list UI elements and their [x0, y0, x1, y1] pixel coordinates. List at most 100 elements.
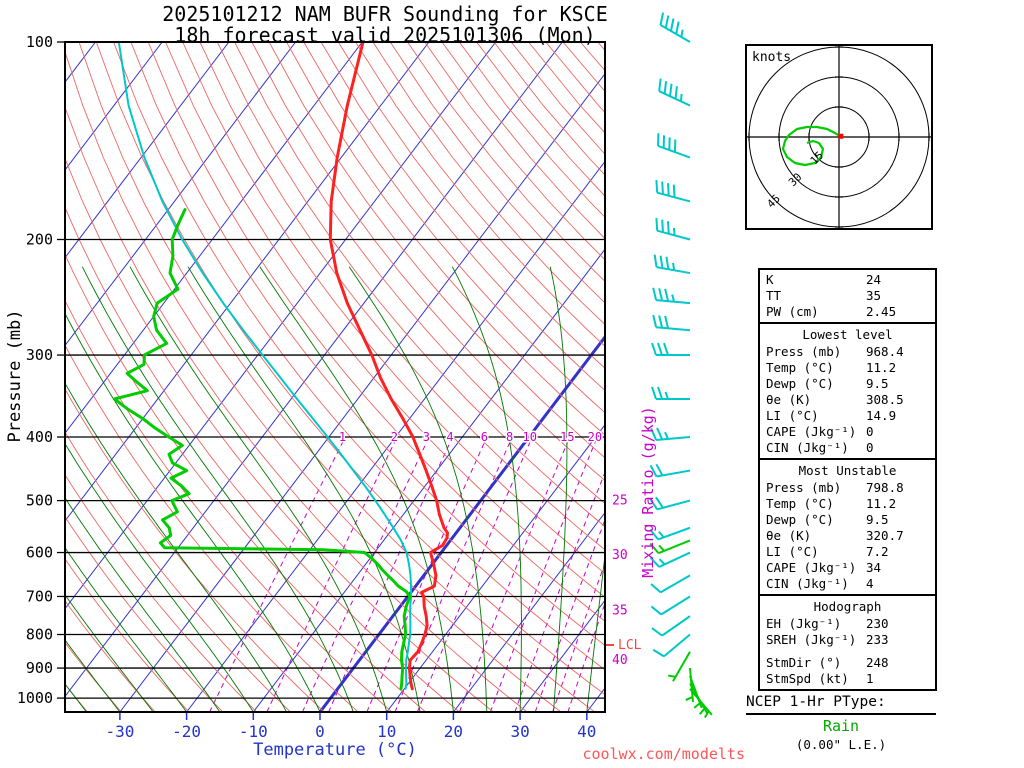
- temperature-tick-label: -20: [172, 722, 201, 741]
- stats-panel: K 24 TT 35 PW (cm) 2.45 Lowest level Press (mb)…: [758, 268, 937, 691]
- stat-label: Dewp (°C): [766, 376, 834, 391]
- stat-value: 9.5: [866, 512, 889, 527]
- svg-text:3: 3: [423, 430, 430, 444]
- wetbulb-curve: [117, 42, 413, 690]
- stat-label: PW (cm): [766, 304, 819, 319]
- wind-barb: [657, 133, 691, 159]
- stat-value: 35: [866, 288, 882, 303]
- stat-row: θe (K) 320.7: [760, 528, 935, 544]
- stat-label: Press (mb): [766, 480, 842, 495]
- wind-barb: [655, 179, 691, 203]
- wind-barb: [649, 539, 691, 555]
- svg-text:35: 35: [612, 603, 628, 618]
- stat-value: 798.8: [866, 480, 904, 495]
- stats-section-header: Lowest level: [802, 327, 893, 342]
- wind-barb: [659, 12, 691, 43]
- stat-value: 9.5: [866, 376, 889, 391]
- stat-row: Dewp (°C) 9.5: [760, 512, 935, 528]
- stat-row: SREH (Jkg⁻¹) 233: [760, 632, 935, 648]
- stat-value: 4: [866, 576, 874, 591]
- stat-label: Press (mb): [766, 344, 842, 359]
- stat-label: LI (°C): [766, 544, 819, 559]
- stat-value: 233: [866, 632, 889, 647]
- stat-row: Press (mb) 798.8: [760, 480, 935, 496]
- stat-value: 320.7: [866, 528, 904, 543]
- temperature-tick-label: 10: [377, 722, 396, 741]
- stat-value: 0: [866, 440, 874, 455]
- wind-barb: [650, 595, 691, 616]
- stat-label: CIN (Jkg⁻¹): [766, 576, 849, 591]
- skewt-background: [65, 42, 605, 712]
- stat-row: θe (K) 308.5: [760, 392, 935, 408]
- storm-motion-marker: [838, 133, 844, 139]
- pressure-axis-label: Pressure (mb): [5, 309, 25, 443]
- isotherm-lines: [65, 42, 605, 712]
- wind-barb: [655, 218, 691, 241]
- pressure-tick-label: 900: [26, 659, 53, 677]
- watermark-text: coolwx.com/modelts: [582, 745, 745, 763]
- stat-value: 7.2: [866, 544, 889, 559]
- ptype-value: Rain: [822, 717, 860, 735]
- dry-adiabat-lines: [65, 42, 605, 712]
- stats-section: Hodograph EH (Jkg⁻¹) 230 SREH (Jkg⁻¹) 233 Stm…: [760, 594, 935, 689]
- pressure-tick-label: 400: [26, 428, 53, 446]
- wind-barb: [649, 496, 691, 511]
- svg-text:15: 15: [560, 430, 574, 444]
- stats-section-header: Most Unstable: [798, 463, 897, 478]
- wind-barb: [653, 254, 691, 275]
- temperature-tick-label: -10: [239, 722, 268, 741]
- stat-row: StmDir (°) 248: [760, 655, 935, 671]
- svg-text:25: 25: [612, 494, 628, 509]
- svg-text:6: 6: [481, 430, 488, 444]
- hodograph-unit-label: knots: [752, 50, 791, 65]
- plot-border: [64, 41, 606, 713]
- stat-label: StmDir (°): [766, 655, 842, 670]
- wind-barb: [649, 526, 691, 541]
- wind-barb: [651, 615, 691, 637]
- wind-barb: [650, 427, 691, 441]
- stat-label: StmSpd (kt): [766, 671, 849, 686]
- stat-row: EH (Jkg⁻¹) 230: [760, 616, 935, 632]
- moist-adiabat-lines: [65, 266, 605, 712]
- temperature-ticks: -30 -20 -10 0 10 20 30 40: [105, 712, 596, 741]
- stat-value: 2.45: [866, 304, 897, 319]
- hodograph-trace: [781, 125, 842, 167]
- stat-row: CAPE (Jkg⁻¹) 0: [760, 424, 935, 440]
- ptype-heading: NCEP 1-Hr PType:: [746, 694, 936, 715]
- stat-label: Temp (°C): [766, 496, 834, 511]
- pressure-tick-label: 100: [26, 33, 53, 51]
- stat-row: CIN (Jkg⁻¹) 4: [760, 576, 935, 592]
- stat-row: Press (mb) 968.4: [760, 344, 935, 360]
- svg-text:20: 20: [588, 430, 602, 444]
- stats-section: Lowest level Press (mb) 968.4 Temp (°C) 11.2…: [760, 322, 935, 458]
- temperature-tick-label: 0: [315, 722, 325, 741]
- stat-label: TT: [766, 288, 782, 303]
- stat-value: 1: [866, 671, 874, 686]
- wind-barb: [650, 574, 691, 594]
- stat-label: CAPE (Jkg⁻¹): [766, 424, 857, 439]
- wind-barb: [651, 386, 690, 400]
- pressure-tick-label: 500: [26, 492, 53, 510]
- stat-row: Temp (°C) 11.2: [760, 496, 935, 512]
- mixing-ratio-labels: 1 2 3 4 6 8 10 15 20 25 30 35 40: [337, 429, 628, 669]
- wind-barb: [652, 287, 691, 305]
- svg-text:8: 8: [506, 430, 513, 444]
- pressure-tick-label: 700: [26, 587, 53, 605]
- wind-barb: [652, 314, 691, 332]
- temperature-axis-label: Temperature (°C): [253, 740, 417, 760]
- stats-section: Most Unstable Press (mb) 798.8 Temp (°C) 11.…: [760, 458, 935, 594]
- stat-row: CAPE (Jkg⁻¹) 34: [760, 560, 935, 576]
- dewpoint-curve: [112, 208, 412, 691]
- stat-row: Temp (°C) 11.2: [760, 360, 935, 376]
- stat-label: SREH (Jkg⁻¹): [766, 632, 857, 647]
- stats-section-header: Hodograph: [813, 599, 882, 614]
- stat-value: 34: [866, 560, 882, 575]
- stat-row: StmSpd (kt) 1: [760, 671, 935, 687]
- temperature-tick-label: -30: [105, 722, 134, 741]
- ptype-note: (0.00" L.E.): [795, 737, 887, 752]
- sounding-profiles: [112, 42, 449, 691]
- pressure-tick-label: 600: [26, 544, 53, 562]
- stat-label: CIN (Jkg⁻¹): [766, 440, 849, 455]
- svg-text:40: 40: [612, 653, 628, 668]
